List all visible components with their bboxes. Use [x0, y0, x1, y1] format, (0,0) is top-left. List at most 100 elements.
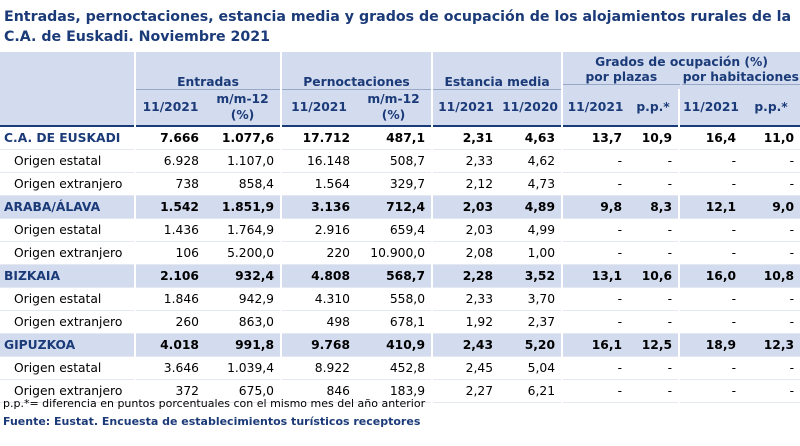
cell-value: 1,92: [431, 310, 500, 334]
cell-value: -: [628, 241, 680, 265]
cell-value: 106: [134, 241, 205, 265]
header-blank-2: [0, 89, 135, 126]
cell-value: 3.136: [280, 195, 357, 219]
cell-value: -: [561, 379, 629, 403]
cell-value: -: [628, 172, 680, 196]
col-estancia-11-2021: 11/2021: [431, 89, 500, 126]
header-entradas: Entradas: [133, 52, 282, 90]
cell-value: -: [678, 172, 743, 196]
cell-value: 2,43: [431, 333, 500, 357]
cell-value: 991,8: [205, 333, 282, 357]
cell-value: 2,03: [431, 218, 500, 242]
table-row-region: ARABA/ÁLAVA 1.542 1.851,9 3.136 712,4 2,03 4,8…: [0, 195, 800, 219]
cell-value: 1.077,6: [205, 125, 282, 150]
cell-value: 5,04: [499, 356, 563, 380]
source-note: Fuente: Eustat. Encuesta de establecimie…: [3, 415, 421, 428]
cell-value: -: [561, 218, 629, 242]
table-row-origin: Origen estatal 6.928 1.107,0 16.148 508,7 2,3…: [0, 149, 800, 173]
row-label: Origen estatal: [0, 218, 135, 242]
cell-value: 568,7: [356, 264, 433, 288]
cell-value: 498: [280, 310, 357, 334]
table-row-origin: Origen estatal 1.846 942,9 4.310 558,0 2,33 3,…: [0, 287, 800, 311]
col-pernoct-11-2021: 11/2021: [280, 89, 357, 126]
cell-value: 2,37: [499, 310, 563, 334]
cell-value: -: [561, 172, 629, 196]
cell-value: 372: [134, 379, 205, 403]
cell-value: 12,3: [742, 333, 800, 357]
cell-value: 16,0: [678, 264, 743, 288]
cell-value: -: [678, 379, 743, 403]
cell-value: 10.900,0: [356, 241, 433, 265]
col-entradas-mm12-a: m/m-12: [216, 92, 269, 106]
cell-value: 2,33: [431, 149, 500, 173]
cell-value: 260: [134, 310, 205, 334]
cell-value: -: [628, 379, 680, 403]
cell-value: 659,4: [356, 218, 433, 242]
cell-value: 1,00: [499, 241, 563, 265]
cell-value: -: [561, 287, 629, 311]
cell-value: 4.018: [134, 333, 205, 357]
cell-value: 329,7: [356, 172, 433, 196]
footnote: p.p.*= diferencia en puntos porcentuales…: [3, 397, 426, 410]
cell-value: 10,9: [628, 125, 680, 150]
col-pernoct-mm12: m/m-12 (%): [356, 89, 432, 126]
col-habit-pp: p.p.*: [754, 99, 788, 114]
cell-value: 4,63: [499, 125, 563, 150]
col-plazas-11-2021: 11/2021: [561, 89, 629, 126]
cell-value: 3,70: [499, 287, 563, 311]
cell-value: 2,31: [431, 125, 500, 150]
cell-value: -: [678, 356, 743, 380]
col-entradas-mm12-b: (%): [230, 108, 255, 122]
cell-value: 9,8: [561, 195, 629, 219]
cell-value: -: [742, 379, 800, 403]
cell-value: -: [678, 218, 743, 242]
col-entradas-11-2021: 11/2021: [134, 89, 205, 126]
occupancy-table: Entradas Pernoctaciones Estancia media G…: [0, 52, 800, 403]
cell-value: -: [678, 310, 743, 334]
table-row-region: C.A. DE EUSKADI 7.666 1.077,6 17.712 487,1 2,…: [0, 125, 800, 150]
cell-value: 17.712: [280, 125, 357, 150]
cell-value: 2,28: [431, 264, 500, 288]
cell-value: 2,03: [431, 195, 500, 219]
cell-value: -: [742, 310, 800, 334]
row-label: BIZKAIA: [0, 264, 135, 288]
cell-value: -: [742, 172, 800, 196]
col-entradas-mm12: m/m-12 (%): [205, 89, 281, 126]
cell-value: -: [561, 149, 629, 173]
cell-value: 738: [134, 172, 205, 196]
cell-value: 10,8: [742, 264, 800, 288]
cell-value: 863,0: [205, 310, 282, 334]
cell-value: 8.922: [280, 356, 357, 380]
cell-value: 2.916: [280, 218, 357, 242]
table-body: C.A. DE EUSKADI 7.666 1.077,6 17.712 487,1 2,…: [0, 125, 800, 403]
cell-value: 2,12: [431, 172, 500, 196]
row-label: GIPUZKOA: [0, 333, 135, 357]
cell-value: -: [561, 241, 629, 265]
cell-value: 932,4: [205, 264, 282, 288]
cell-value: 3.646: [134, 356, 205, 380]
cell-value: -: [742, 356, 800, 380]
cell-value: -: [628, 287, 680, 311]
cell-value: -: [628, 218, 680, 242]
col-estancia-11-2020: 11/2020: [502, 100, 558, 114]
table-row-origin: Origen extranjero 106 5.200,0 220 10.900,0 2,…: [0, 241, 800, 265]
cell-value: 13,1: [561, 264, 629, 288]
row-label: Origen extranjero: [0, 241, 135, 265]
cell-value: 4,62: [499, 149, 563, 173]
cell-value: -: [742, 287, 800, 311]
cell-value: 1.846: [134, 287, 205, 311]
cell-value: 1.039,4: [205, 356, 282, 380]
cell-value: -: [628, 149, 680, 173]
cell-value: 1.107,0: [205, 149, 282, 173]
cell-value: 5.200,0: [205, 241, 282, 265]
table-row-origin: Origen estatal 3.646 1.039,4 8.922 452,8 2,45…: [0, 356, 800, 380]
header-por-habitaciones: por habitaciones: [681, 70, 800, 85]
cell-value: -: [678, 241, 743, 265]
cell-value: 4,99: [499, 218, 563, 242]
header-grados-ocupacion: Grados de ocupación (%) por plazas por h…: [561, 52, 800, 89]
cell-value: 410,9: [356, 333, 433, 357]
cell-value: 183,9: [356, 379, 433, 403]
cell-value: 2,27: [431, 379, 500, 403]
header-pernoctaciones: Pernoctaciones: [280, 52, 433, 90]
table-row-region: BIZKAIA 2.106 932,4 4.808 568,7 2,28 3,52 13,1 1…: [0, 264, 800, 288]
